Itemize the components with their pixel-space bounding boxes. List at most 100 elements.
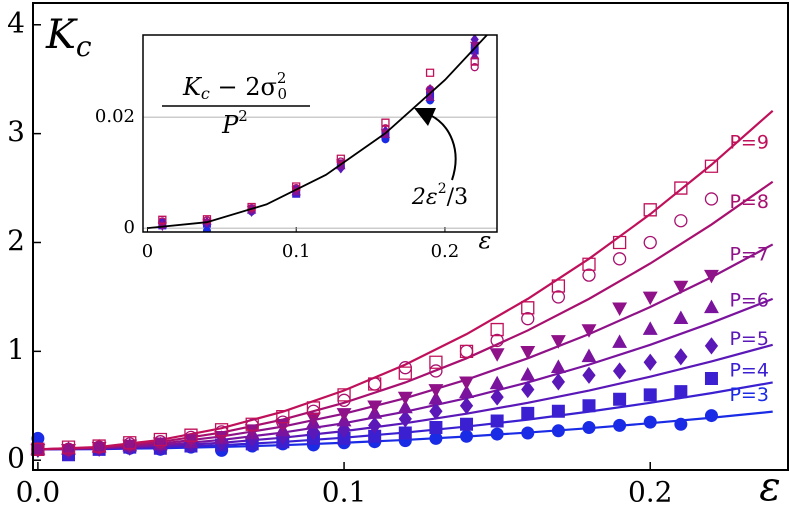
- marker: [521, 312, 535, 326]
- marker: [429, 355, 443, 369]
- series-label: P=5: [729, 328, 768, 350]
- marker: [642, 321, 658, 335]
- inset-plot: 0 0.1 0.2 0 0.02: [95, 34, 498, 262]
- marker: [368, 377, 382, 391]
- marker: [673, 310, 689, 324]
- marker: [153, 432, 168, 447]
- marker: [613, 418, 627, 432]
- marker: [582, 421, 596, 435]
- inset-x-tick-label: 0.2: [431, 241, 460, 262]
- inset-fit-line: [147, 35, 489, 230]
- inset-y-label-denominator: P2: [221, 107, 248, 139]
- marker: [398, 426, 412, 440]
- marker: [674, 348, 688, 366]
- plot-frame: [32, 2, 789, 471]
- marker: [704, 269, 719, 284]
- annotation-arrow: [429, 114, 457, 181]
- y-tick-label: 0: [7, 442, 25, 475]
- marker: [92, 439, 106, 453]
- marker: [704, 372, 718, 386]
- marker: [490, 333, 504, 348]
- marker: [581, 324, 597, 338]
- marker: [642, 291, 658, 306]
- marker: [490, 388, 504, 406]
- series-label: P=7: [729, 244, 768, 266]
- marker: [381, 124, 390, 133]
- marker: [158, 215, 167, 224]
- inset-background: [143, 35, 497, 232]
- marker: [551, 404, 565, 418]
- marker: [429, 431, 443, 445]
- marker: [368, 416, 382, 434]
- series-label: P=3: [729, 384, 768, 406]
- marker: [490, 427, 504, 441]
- marker: [582, 366, 596, 384]
- marker: [704, 409, 718, 423]
- marker: [184, 428, 198, 442]
- marker: [202, 226, 211, 232]
- marker: [582, 257, 596, 271]
- marker: [336, 408, 352, 422]
- marker: [521, 426, 535, 440]
- marker: [490, 322, 504, 337]
- marker: [643, 235, 657, 250]
- marker: [245, 417, 259, 431]
- x-tick-label: 0.1: [322, 476, 367, 509]
- marker: [152, 437, 168, 452]
- marker: [61, 444, 76, 458]
- marker: [674, 181, 688, 195]
- marker: [551, 279, 566, 293]
- inset-y-tick-label: 0: [124, 217, 135, 238]
- marker: [460, 417, 474, 431]
- series-label: P=8: [729, 191, 768, 213]
- inset-y-tick-label: 0.02: [95, 106, 135, 127]
- marker: [292, 182, 301, 191]
- marker: [581, 348, 597, 363]
- marker: [123, 436, 137, 450]
- marker: [551, 373, 566, 391]
- marker: [704, 337, 719, 355]
- marker: [469, 50, 480, 60]
- x-axis-title: ε: [759, 464, 780, 510]
- marker: [674, 385, 688, 399]
- marker: [429, 402, 443, 420]
- marker: [429, 364, 443, 378]
- marker: [214, 423, 229, 437]
- arrow-head: [414, 108, 436, 126]
- marker: [397, 391, 413, 406]
- marker: [704, 299, 719, 314]
- inset-y-label-numerator: Kc − 2σ2 0: [182, 69, 287, 103]
- marker: [489, 375, 505, 390]
- marker: [381, 118, 390, 127]
- marker: [643, 388, 657, 402]
- marker: [582, 268, 596, 282]
- marker: [643, 353, 657, 371]
- x-tick-label: 0.0: [16, 476, 61, 509]
- marker: [550, 359, 566, 373]
- inset-data: [147, 35, 489, 232]
- inset-frame: [142, 34, 498, 233]
- marker: [582, 399, 596, 413]
- marker: [428, 384, 444, 398]
- marker: [425, 68, 435, 77]
- y-tick-label: 4: [7, 6, 25, 39]
- marker: [30, 444, 46, 458]
- marker: [470, 63, 479, 72]
- inset-x-title: ε: [479, 227, 492, 255]
- marker: [459, 376, 474, 391]
- y-axis-title: Kc: [45, 12, 92, 63]
- inset-x-tick-label: 0.1: [282, 241, 311, 262]
- marker: [337, 388, 351, 402]
- marker: [202, 215, 212, 224]
- marker: [704, 159, 719, 173]
- y-tick-label: 3: [7, 115, 25, 148]
- marker: [521, 380, 535, 399]
- marker: [612, 362, 627, 380]
- marker: [520, 346, 536, 360]
- marker: [398, 366, 412, 380]
- marker: [460, 429, 474, 443]
- series-label: P=4: [729, 360, 768, 382]
- marker: [429, 421, 443, 435]
- marker: [31, 442, 45, 456]
